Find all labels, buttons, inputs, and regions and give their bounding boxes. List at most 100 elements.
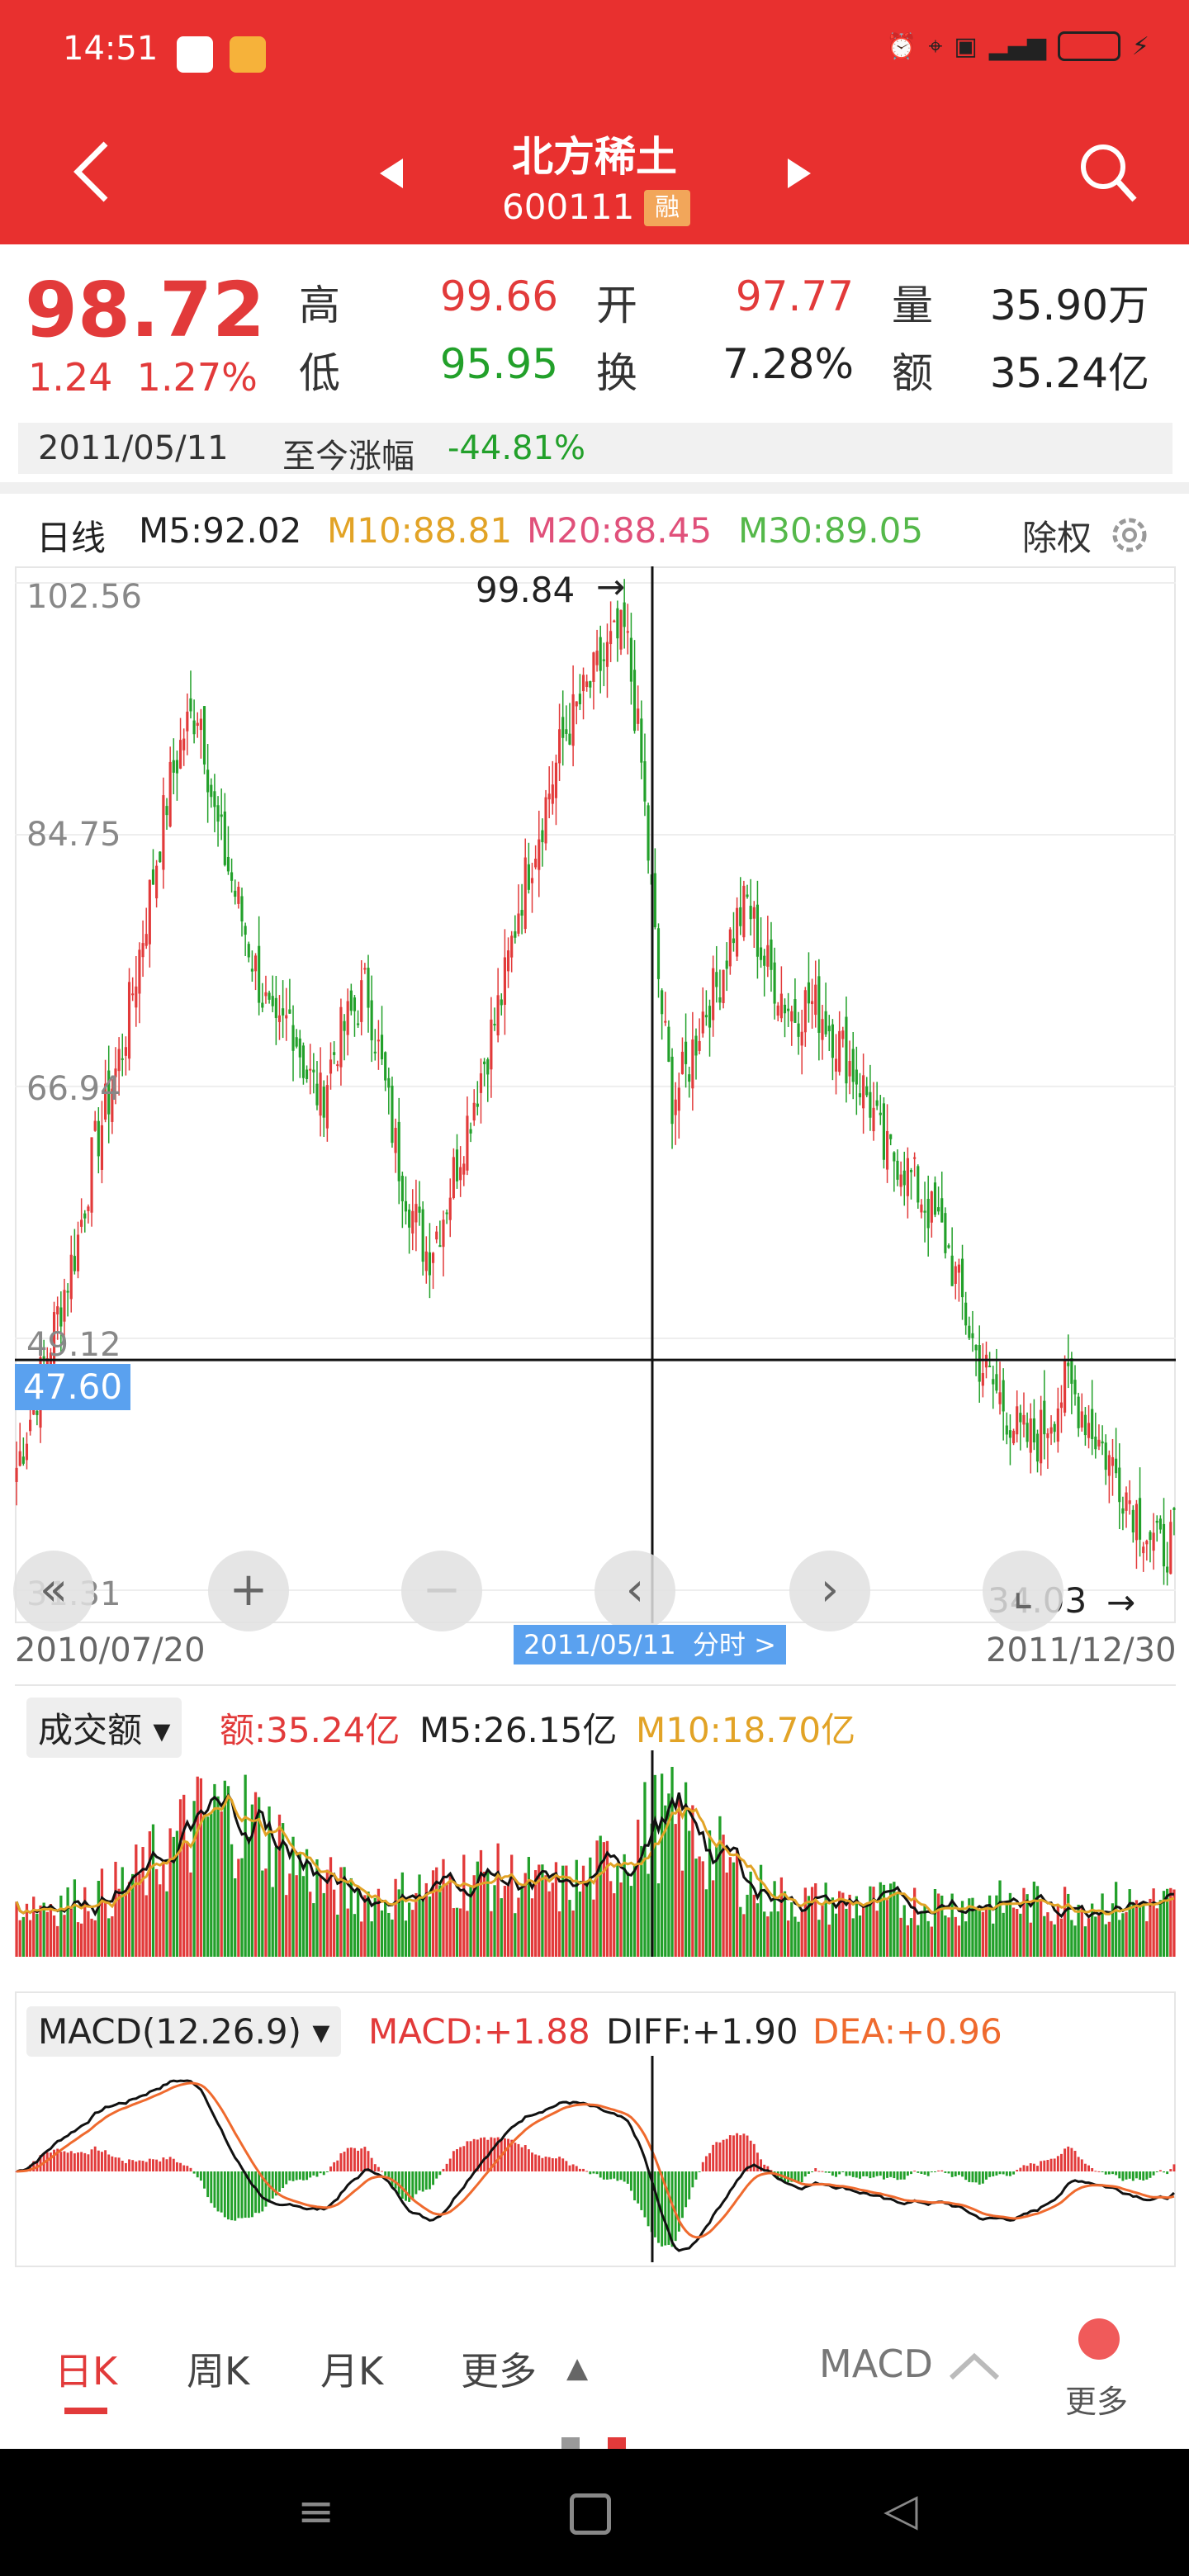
amount-bar [18, 1920, 21, 1957]
amount-bar [704, 1889, 708, 1957]
candle-body [807, 982, 811, 1004]
candle-body [661, 990, 664, 1015]
macd-histogram-bar [87, 2154, 90, 2171]
macd-histogram-bar [135, 2162, 138, 2171]
crosshair-date-tag[interactable]: 2011/05/11 分时 > [514, 1625, 786, 1664]
amount-bar [271, 1887, 274, 1957]
tab-more[interactable]: 更多 [461, 2349, 537, 2394]
tab-week-k[interactable]: 周K [187, 2349, 250, 2394]
candle-body [271, 996, 274, 1006]
indicator-switch[interactable]: MACD [819, 2342, 933, 2386]
search-icon[interactable] [1077, 140, 1139, 206]
macd-histogram-bar [1139, 2171, 1142, 2181]
candle-body [1155, 1520, 1158, 1523]
more-dot-icon[interactable] [1078, 2318, 1120, 2360]
macd-histogram-bar [1145, 2171, 1149, 2180]
candle-body [483, 1061, 486, 1064]
prev-stock-icon[interactable] [377, 155, 406, 192]
candle-body [445, 1212, 448, 1215]
candle-body [899, 1174, 902, 1187]
candle-body [821, 1019, 824, 1040]
macd-histogram-bar [298, 2171, 301, 2180]
amount-bar [117, 1888, 121, 1957]
kline-plot[interactable] [15, 566, 1176, 1623]
candle-body [479, 1073, 483, 1093]
scroll-right-icon[interactable]: › [789, 1551, 870, 1631]
back-nav-icon[interactable]: ◁ [883, 2484, 918, 2536]
amount-bar [1053, 1924, 1056, 1957]
macd-histogram-bar [538, 2155, 541, 2171]
adjust-label[interactable]: 除权 [1022, 518, 1092, 558]
candle-body [514, 931, 517, 938]
macd-histogram-bar [230, 2171, 234, 2221]
kline-chart[interactable] [15, 566, 1176, 1623]
candle-body [541, 830, 544, 843]
candle-body [814, 984, 817, 1016]
y-tick-label: 102.56 [26, 578, 142, 616]
high-label: 高 [299, 282, 340, 329]
amount-bar [230, 1844, 234, 1957]
amount-bar [902, 1905, 906, 1957]
tab-day-k[interactable]: 日K [54, 2349, 118, 2394]
last-price: 98.72 [25, 266, 266, 354]
macd-chart[interactable] [15, 1991, 1176, 2267]
candle-body [1026, 1423, 1029, 1442]
amount-bar [786, 1920, 790, 1957]
macd-histogram-bar [793, 2171, 797, 2182]
scroll-left-icon[interactable]: ‹ [594, 1551, 675, 1631]
amount-bar [578, 1892, 582, 1957]
amount-bar [223, 1780, 226, 1957]
amount-bar [595, 1840, 599, 1957]
candle-body [253, 955, 258, 972]
amount-bar [312, 1903, 315, 1957]
candle-body [333, 1052, 336, 1055]
amount-bar [172, 1836, 175, 1957]
back-icon[interactable] [69, 139, 112, 205]
macd-histogram-bar [148, 2158, 151, 2171]
chevron-up-icon[interactable] [948, 2350, 1001, 2383]
macd-histogram-bar [889, 2171, 893, 2177]
candle-body [315, 1083, 319, 1106]
amount-bar [1169, 1887, 1172, 1957]
macd-histogram-bar [367, 2151, 370, 2171]
settings-gear-icon[interactable] [1106, 512, 1153, 558]
amount-bar [814, 1883, 817, 1957]
amount-bar [503, 1886, 507, 1957]
candle-body [995, 1374, 998, 1391]
amount-bar [199, 1778, 203, 1957]
more-button[interactable]: 更多 [1065, 2384, 1129, 2420]
chevron-up-icon[interactable]: ▲ [566, 2351, 589, 2384]
macd-histogram-bar [701, 2162, 704, 2171]
amount-bar [343, 1867, 346, 1957]
menu-icon[interactable]: ≡ [297, 2485, 335, 2537]
zoom-in-icon[interactable]: + [208, 1551, 289, 1631]
tab-month-k[interactable]: 月K [320, 2349, 384, 2394]
amount-bar [988, 1895, 992, 1957]
macd-selector[interactable]: MACD(12.26.9) ▾ [26, 2006, 342, 2057]
macd-histogram-bar [1005, 2171, 1008, 2176]
macd-histogram-bar [1016, 2170, 1019, 2171]
candle-body [230, 872, 234, 881]
fullscreen-icon[interactable]: ⌞ [983, 1551, 1063, 1631]
candle-body [1152, 1532, 1155, 1551]
macd-histogram-bar [240, 2171, 244, 2218]
amount-ma10-line [15, 1793, 1175, 1915]
rewind-icon[interactable]: « [13, 1551, 94, 1631]
candle-body [329, 1059, 333, 1074]
amount-bar [363, 1895, 367, 1957]
home-icon[interactable] [570, 2493, 611, 2535]
amount-bar [632, 1865, 637, 1957]
candle-body [752, 907, 756, 919]
amount-selector[interactable]: 成交额 ▾ [26, 1698, 182, 1758]
candle-body [421, 1209, 424, 1262]
candle-body [1080, 1411, 1083, 1428]
next-stock-icon[interactable] [784, 155, 814, 192]
amount-chart[interactable] [15, 1684, 1176, 1967]
macd-histogram-bar [1008, 2171, 1011, 2176]
amount-bar [159, 1884, 162, 1957]
zoom-out-icon[interactable]: − [401, 1551, 482, 1631]
candle-body [312, 1069, 315, 1073]
macd-histogram-bar [1091, 2167, 1094, 2171]
macd-histogram-bar [974, 2171, 978, 2183]
candle-body [926, 1199, 930, 1229]
